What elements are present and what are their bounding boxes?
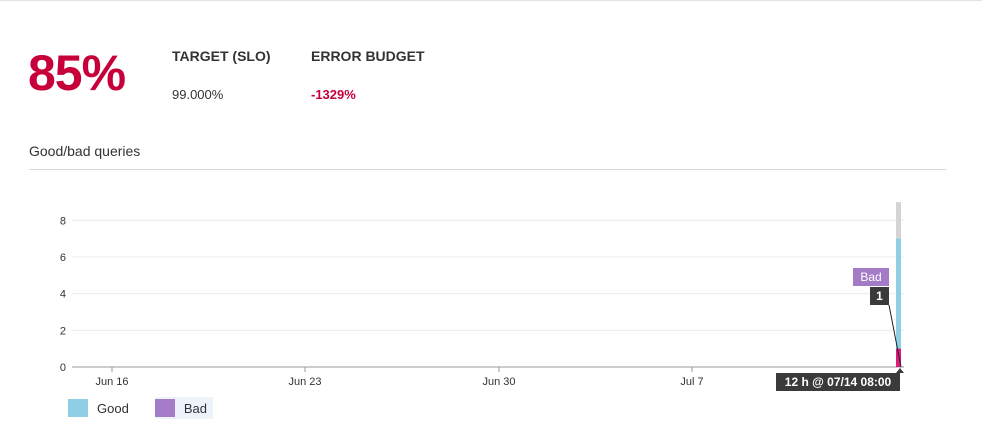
tooltip-x-box (776, 373, 900, 391)
tooltip-series-label: Bad (860, 270, 881, 284)
tooltip-value: 1 (876, 289, 883, 303)
legend-label-bad: Bad (183, 400, 207, 416)
section-divider (29, 169, 946, 170)
tooltip-x-pointer (896, 368, 904, 373)
tooltip-value-box (870, 287, 889, 305)
tooltip-x-label: 12 h @ 07/14 08:00 (785, 375, 892, 389)
top-divider (0, 0, 982, 1)
legend-item-good[interactable]: Good (68, 397, 135, 419)
chart-section-title: Good/bad queries (29, 143, 141, 159)
error-budget-label: ERROR BUDGET (311, 48, 425, 64)
y-tick-label: 8 (60, 215, 66, 227)
target-label: TARGET (SLO) (172, 48, 271, 64)
legend-item-bad[interactable]: Bad (154, 397, 213, 419)
slo-status-percent: 85% (28, 45, 126, 101)
bar-bad (896, 348, 901, 367)
bar-good (896, 238, 901, 367)
y-tick-label: 2 (60, 325, 66, 337)
y-tick-label: 6 (60, 252, 66, 264)
chart-gridlines (72, 219, 904, 331)
y-tick-label: 4 (60, 289, 66, 301)
chart-axes: 0 2 4 6 8 Jun 16 Jun 23 Jun 30 Jul 7 (60, 215, 904, 388)
chart-bars (896, 202, 901, 367)
target-value: 99.000% (172, 87, 224, 102)
x-tick-label: Jun 23 (288, 376, 321, 388)
x-tick-label: Jul 7 (680, 376, 703, 388)
tooltip-series-box (853, 268, 889, 286)
tooltip-leader-line (888, 304, 902, 368)
legend-label-good: Good (97, 400, 129, 416)
chart-tooltip-overlay: Bad 1 12 h @ 07/14 08:00 (776, 268, 904, 391)
chart-legend: Good Bad (68, 397, 213, 419)
y-tick-label: 0 (60, 362, 66, 374)
x-tick-label: Jun 16 (95, 376, 128, 388)
x-tick-label: Jun 30 (482, 376, 515, 388)
legend-swatch-good (68, 399, 88, 417)
error-budget-value: -1329% (311, 87, 356, 102)
legend-swatch-bad (154, 399, 175, 417)
